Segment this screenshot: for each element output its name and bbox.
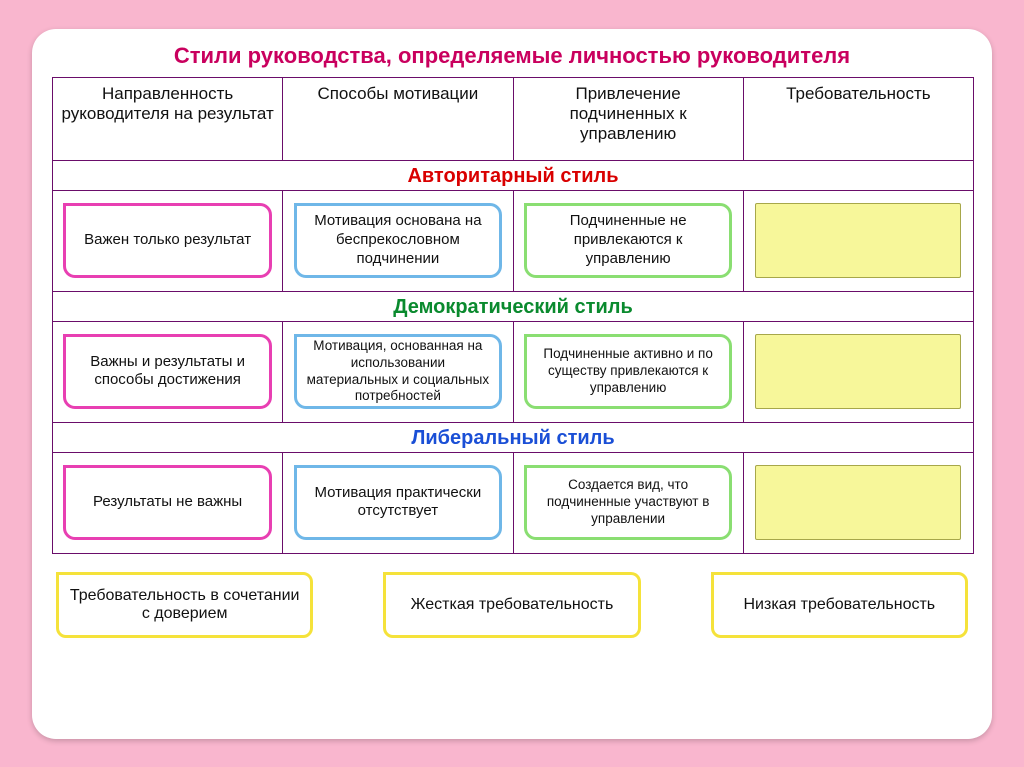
style-label-democratic: Демократический стиль — [53, 291, 973, 321]
cell: Мотивация, основанная на использовании м… — [283, 322, 513, 422]
callout-involvement: Подчиненные активно и по существу привле… — [524, 334, 733, 410]
cell — [744, 453, 973, 553]
header-row: Направленность руководителя на результат… — [53, 78, 973, 160]
bottom-box-3: Низкая требовательность — [711, 572, 968, 638]
empty-slot — [755, 203, 961, 279]
grid: Направленность руководителя на результат… — [52, 77, 974, 554]
cell: Мотивация практически отсутствует — [283, 453, 513, 553]
panel: Стили руководства, определяемые личность… — [32, 29, 992, 739]
callout-orientation: Результаты не важны — [63, 465, 272, 541]
col-header-4: Требовательность — [744, 78, 973, 160]
cell: Мотивация основана на беспрекословном по… — [283, 191, 513, 291]
bottom-box-1: Требовательность в сочетании с доверием — [56, 572, 313, 638]
callout-motivation: Мотивация практически отсутствует — [294, 465, 503, 541]
callout-involvement: Создается вид, что подчиненные участвуют… — [524, 465, 733, 541]
col-header-2: Способы мотивации — [283, 78, 513, 160]
diagram-title: Стили руководства, определяемые личность… — [52, 43, 972, 69]
cell: Подчиненные не привлекаются к управлению — [514, 191, 744, 291]
empty-slot — [755, 465, 961, 541]
callout-motivation: Мотивация, основанная на использовании м… — [294, 334, 503, 410]
cell: Создается вид, что подчиненные участвуют… — [514, 453, 744, 553]
row-democratic: Важны и результаты и способы достижения … — [53, 321, 973, 422]
row-authoritarian: Важен только результат Мотивация основан… — [53, 190, 973, 291]
bottom-box-2: Жесткая требовательность — [383, 572, 640, 638]
callout-orientation: Важны и результаты и способы достижения — [63, 334, 272, 410]
cell — [744, 322, 973, 422]
cell — [744, 191, 973, 291]
empty-slot — [755, 334, 961, 410]
row-liberal: Результаты не важны Мотивация практическ… — [53, 452, 973, 553]
style-label-authoritarian: Авторитарный стиль — [53, 160, 973, 190]
style-label-liberal: Либеральный стиль — [53, 422, 973, 452]
cell: Важен только результат — [53, 191, 283, 291]
bottom-row: Требовательность в сочетании с доверием … — [52, 572, 972, 638]
callout-involvement: Подчиненные не привлекаются к управлению — [524, 203, 733, 279]
col-header-3: Привлечение подчиненных к управлению — [514, 78, 744, 160]
cell: Подчиненные активно и по существу привле… — [514, 322, 744, 422]
cell: Результаты не важны — [53, 453, 283, 553]
cell: Важны и результаты и способы достижения — [53, 322, 283, 422]
col-header-1: Направленность руководителя на результат — [53, 78, 283, 160]
callout-motivation: Мотивация основана на беспрекословном по… — [294, 203, 503, 279]
callout-orientation: Важен только результат — [63, 203, 272, 279]
